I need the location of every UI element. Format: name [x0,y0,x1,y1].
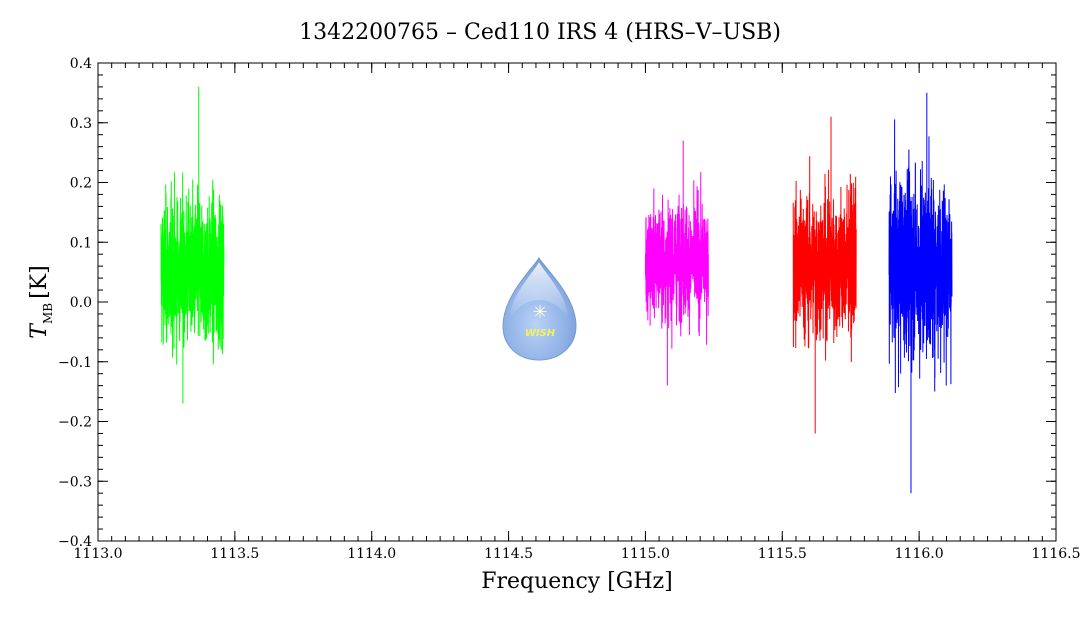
y-tick-label: −0.4 [58,534,92,550]
spectrum-series-3 [792,116,857,434]
x-tick-label: 1114.0 [347,546,396,562]
y-tick-label: −0.2 [58,415,92,431]
spectrum-series-4 [888,92,953,494]
ticks-layer [97,62,1057,542]
x-tick-label: 1113.5 [210,546,259,562]
wish-logo-text: WISH [525,328,556,339]
x-tick-label: 1113.0 [74,546,123,562]
x-tick-label: 1116.5 [1032,546,1080,562]
plot-area [97,62,1057,542]
x-tick-labels: 1113.0 1113.5 1114.0 1114.5 1115.0 1115.5 1116… [74,546,1080,562]
x-tick-label: 1115.0 [621,546,670,562]
x-tick-label: 1115.5 [758,546,807,562]
y-tick-label: 0.0 [70,295,92,311]
y-tick-label: 0.4 [70,56,92,72]
wish-drop-icon [502,257,577,361]
wish-logo: ✳ WISH [502,257,577,361]
y-axis-symbol: T [27,322,52,339]
wish-star-icon: ✳ [532,302,547,323]
spectrum-series-1 [160,86,225,404]
y-axis-subscript: MB [41,303,55,324]
y-tick-label: 0.3 [70,116,92,132]
series-layer [160,86,953,494]
y-tick-label: −0.1 [58,355,92,371]
x-tick-label: 1114.5 [484,546,533,562]
x-axis-label: Frequency [GHz] [481,569,673,594]
chart-title: 1342200765 – Ced110 IRS 4 (HRS–V–USB) [299,20,781,45]
y-tick-label: −0.3 [58,474,92,490]
y-tick-label: 0.1 [70,235,92,251]
wish-drop-shine [510,262,568,318]
svg-text:TMB[K]: TMB [K] [27,265,55,338]
x-tick-label: 1116.0 [895,546,944,562]
spectrum-series-2 [644,140,709,386]
y-tick-labels: −0.4 −0.3 −0.2 −0.1 0.0 0.1 0.2 0.3 0.4 [58,56,92,550]
y-tick-label: 0.2 [70,176,92,192]
y-axis-label: TMB [K] [27,265,55,338]
y-axis-unit: [K] [27,265,52,299]
